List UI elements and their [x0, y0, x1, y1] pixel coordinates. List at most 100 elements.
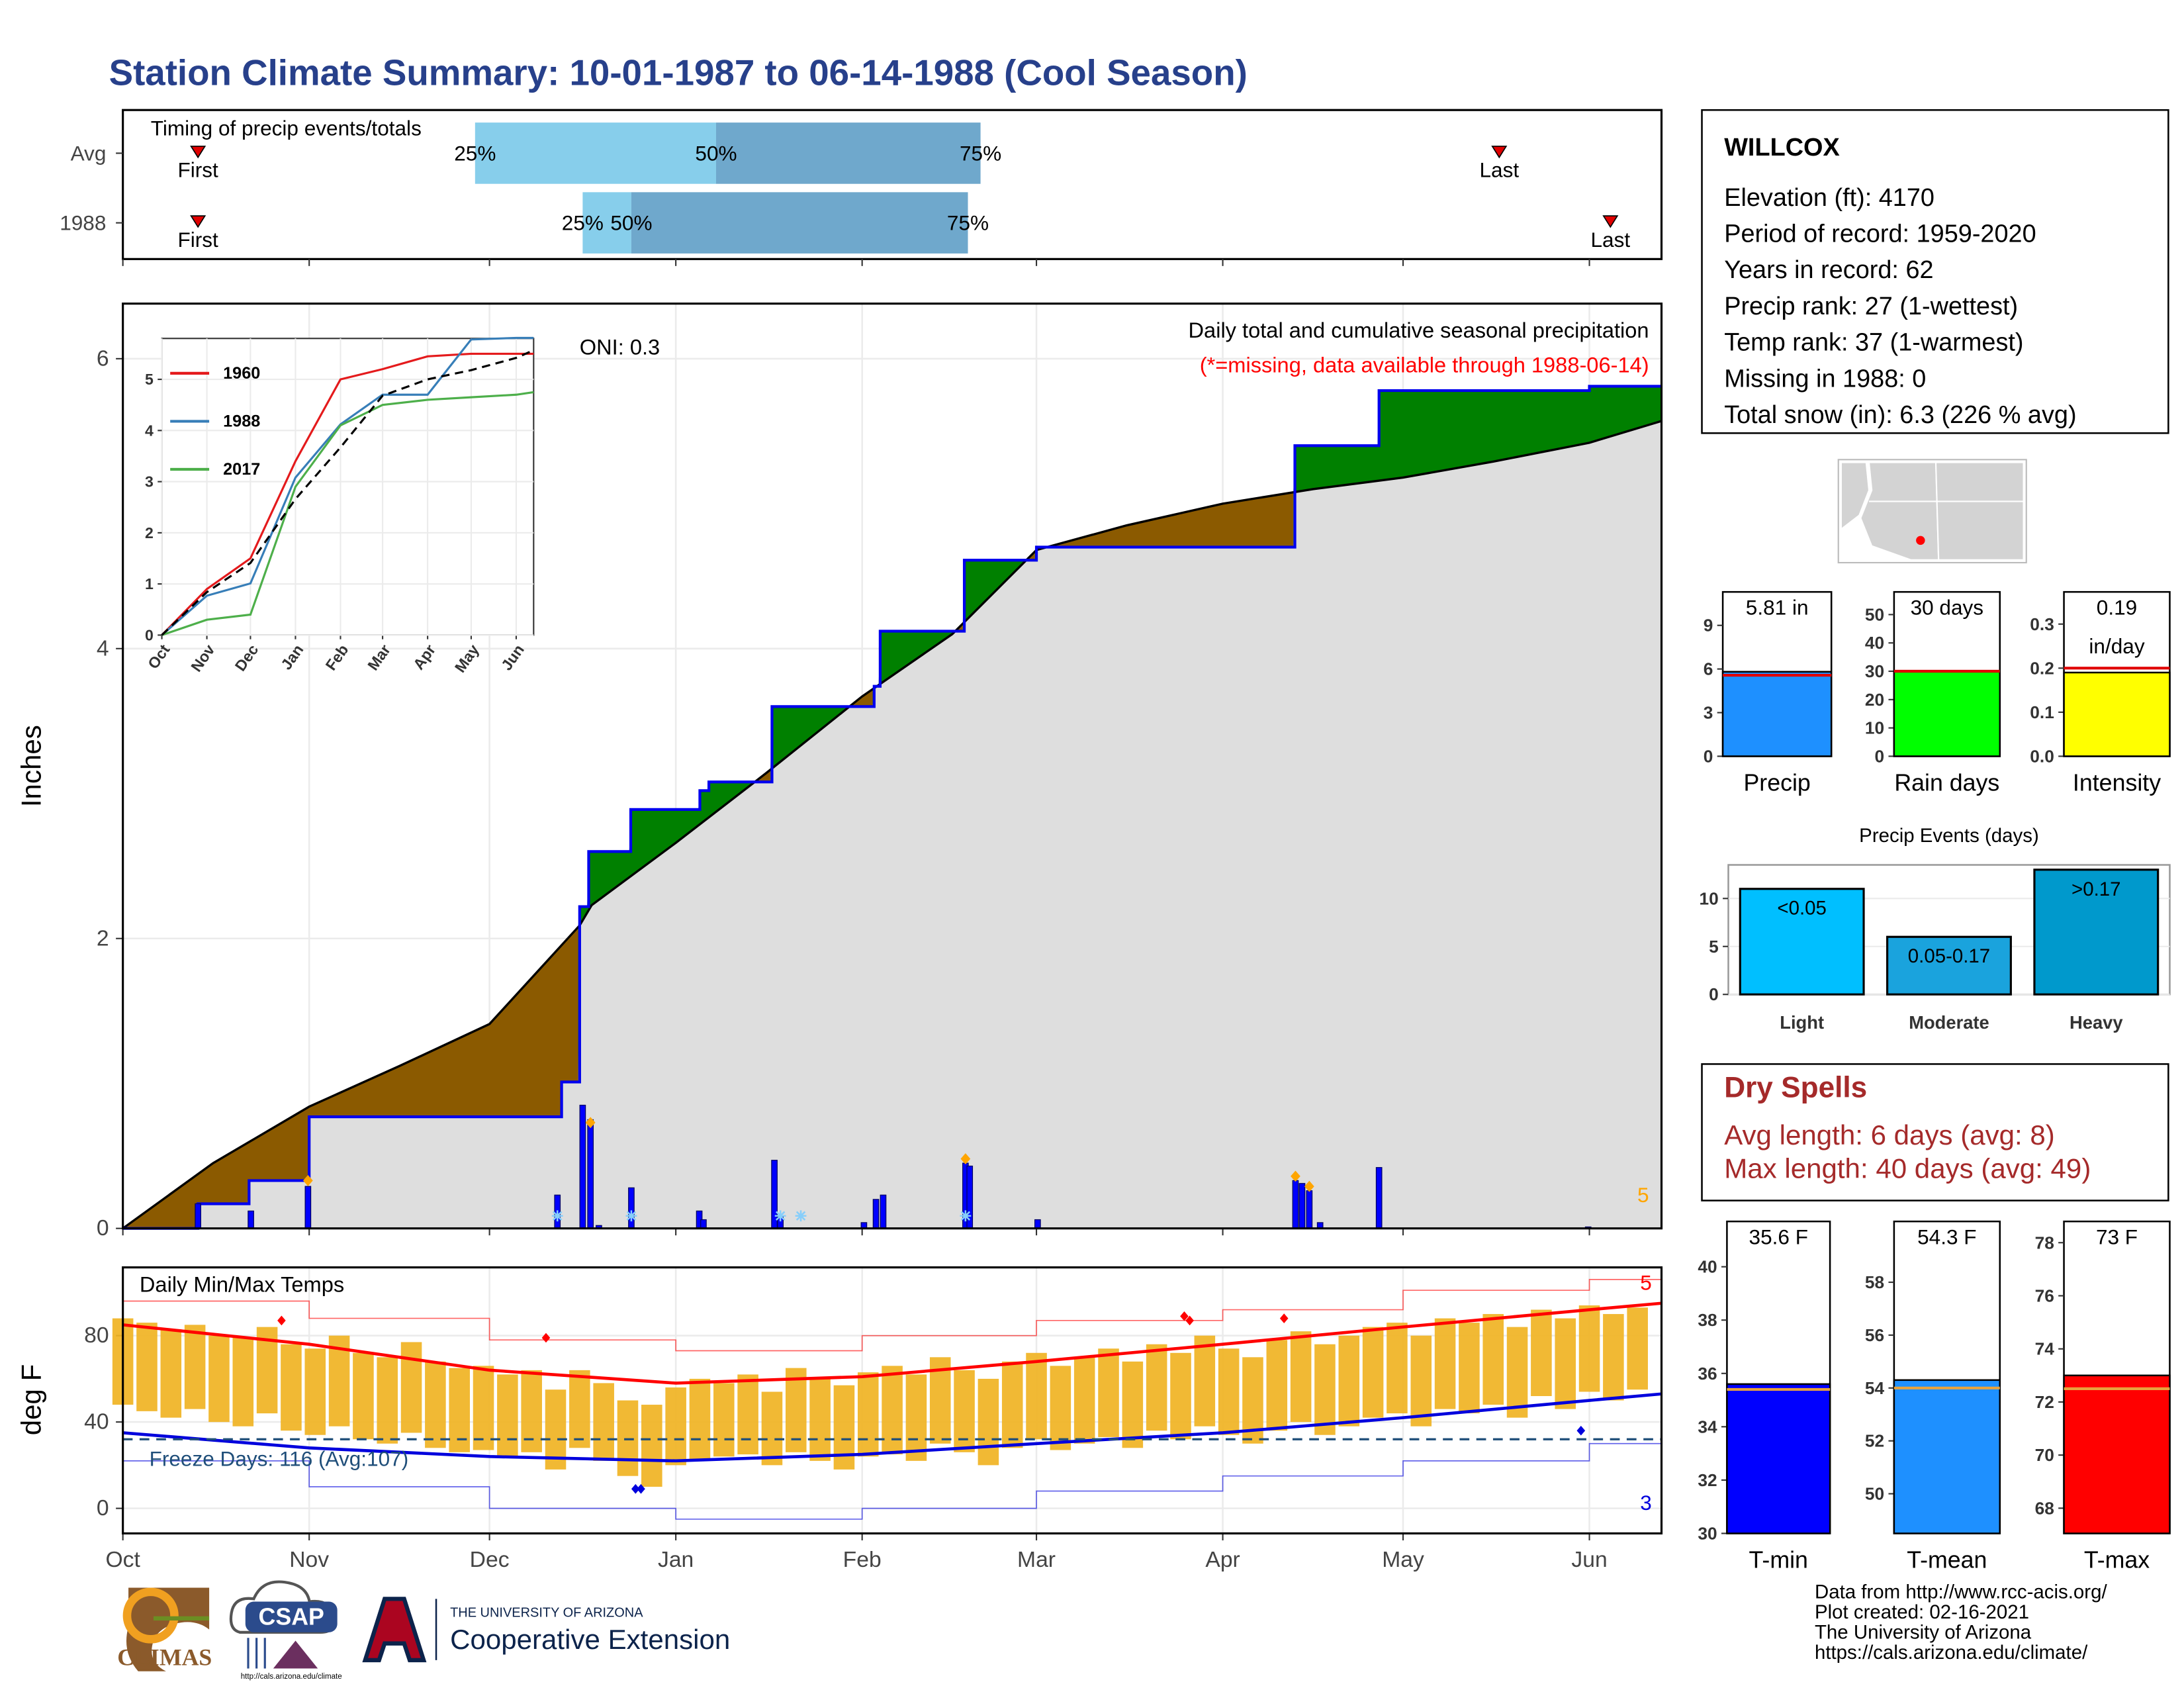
y-tick-label: 2 — [145, 524, 154, 541]
unit-label: in/day — [2089, 634, 2144, 658]
y-tick-label: 54 — [1865, 1378, 1885, 1398]
temp-range-bar — [905, 1374, 927, 1461]
inset-frame — [161, 338, 535, 636]
temp-range-bar — [545, 1389, 567, 1470]
bar — [2063, 1374, 2171, 1534]
temp-range-bar — [184, 1325, 206, 1409]
station-info: Precip rank: 27 (1-wettest) — [1724, 293, 2018, 320]
footer-line: Data from http://www.rcc-acis.org/ — [1815, 1581, 2107, 1603]
bar — [1726, 1383, 1831, 1534]
quartile-label: 25% — [454, 141, 496, 165]
page-title: Station Climate Summary: 10-01-1987 to 0… — [109, 52, 1248, 93]
quartile-bar — [631, 192, 968, 254]
temp-range-bar — [978, 1378, 999, 1466]
temp-range-bar — [1122, 1361, 1144, 1448]
bar — [1739, 888, 1865, 996]
daily-precip-bar — [587, 1119, 594, 1229]
temp-range-bar — [1531, 1309, 1552, 1397]
y-tick-label: 68 — [2035, 1498, 2054, 1518]
climas-emblem — [126, 1587, 210, 1671]
missing-marker — [625, 1210, 637, 1222]
marker-label: First — [177, 228, 218, 252]
temp-range-bar — [449, 1368, 470, 1452]
surplus-area — [770, 706, 849, 782]
bar-label: <0.05 — [1777, 898, 1827, 919]
legend-label: 1988 — [223, 412, 260, 430]
quartile-label: 25% — [562, 211, 604, 235]
normal-min-line — [122, 1392, 1662, 1463]
y-tick-label: 9 — [1704, 616, 1713, 635]
daily-precip-bar — [700, 1219, 707, 1229]
marker-label: Last — [1591, 228, 1631, 252]
y-tick-label: 30 — [1698, 1523, 1717, 1543]
series-line — [161, 336, 534, 636]
station-box — [1701, 109, 2169, 434]
record-marker — [1576, 1425, 1586, 1436]
temp-range-bar — [1146, 1344, 1167, 1431]
deficit-area — [122, 927, 578, 1229]
daily-precip-bar — [771, 1160, 778, 1229]
category-label: T-min — [1749, 1546, 1808, 1573]
normal-max-line — [122, 1301, 1662, 1385]
daily-precip-bar — [579, 1104, 586, 1229]
y-axis-title: deg F — [15, 1364, 46, 1436]
temp-range-bar — [1098, 1348, 1119, 1437]
daily-precip-bar — [880, 1194, 887, 1229]
station-info: Period of record: 1959-2020 — [1724, 220, 2036, 248]
missing-marker — [774, 1210, 786, 1222]
average-line — [122, 420, 1662, 1230]
plot-border — [122, 1266, 1663, 1535]
legend-label: 1960 — [223, 364, 260, 383]
y-tick-label: 0.2 — [2030, 658, 2054, 678]
temp-range-bar — [377, 1357, 398, 1444]
temp-range-bar — [1627, 1307, 1648, 1390]
series-line — [161, 352, 534, 636]
temp-range-bar — [785, 1368, 807, 1452]
climas-emblem — [122, 1587, 179, 1644]
missing-marker — [551, 1210, 563, 1222]
quartile-label: 50% — [610, 211, 652, 235]
x-tick-label: May — [1382, 1548, 1424, 1572]
temp-range-bar — [1603, 1314, 1624, 1401]
temp-range-bar — [641, 1405, 662, 1487]
bar — [1886, 935, 2012, 996]
daily-precip-bar — [628, 1187, 635, 1229]
temp-range-bar — [689, 1378, 711, 1461]
y-tick-label: 5 — [1709, 937, 1719, 957]
temp-range-bar — [281, 1344, 302, 1431]
y-tick-label: 0 — [97, 1496, 109, 1521]
y-tick-label: 10 — [1700, 888, 1719, 908]
temp-range-bar — [1338, 1335, 1360, 1427]
daily-precip-bar — [872, 1199, 880, 1229]
temp-range-bar — [304, 1348, 326, 1435]
y-tick-label: 10 — [1865, 718, 1884, 738]
temp-range-bar — [857, 1372, 879, 1457]
temp-range-bar — [136, 1323, 158, 1411]
station-info: Missing in 1988: 0 — [1724, 365, 1926, 393]
map-region — [1840, 461, 1870, 531]
temp-range-bar — [809, 1378, 831, 1461]
daily-precip-bar — [1306, 1190, 1313, 1229]
temp-range-bar — [1482, 1314, 1504, 1405]
y-tick-label: 0 — [97, 1216, 109, 1241]
temp-range-bar — [1026, 1352, 1047, 1440]
plot-border — [122, 303, 1663, 1230]
y-tick-label: 3 — [1704, 703, 1713, 723]
dry-spell-info: Max length: 40 days (avg: 49) — [1724, 1153, 2091, 1184]
record-marker — [637, 1483, 645, 1494]
daily-precip-bar — [304, 1186, 312, 1229]
y-tick-label: 0 — [1709, 984, 1719, 1004]
y-tick-label: 0.3 — [2030, 614, 2054, 634]
bar-label: 0.05-0.17 — [1908, 945, 1990, 967]
temp-range-bar — [737, 1374, 758, 1455]
station-info: Total snow (in): 6.3 (226 % avg) — [1724, 401, 2076, 429]
chart-subtitle: (*=missing, data available through 1988-… — [1200, 353, 1649, 377]
legend-label: 2017 — [223, 460, 260, 479]
chart-title: Daily total and cumulative seasonal prec… — [1189, 318, 1649, 342]
freeze-label: Freeze Days: 116 (Avg:107) — [150, 1447, 409, 1471]
quartile-bar — [715, 122, 981, 184]
y-tick-label: 70 — [2035, 1445, 2054, 1465]
y-tick-label: 32 — [1698, 1470, 1717, 1490]
